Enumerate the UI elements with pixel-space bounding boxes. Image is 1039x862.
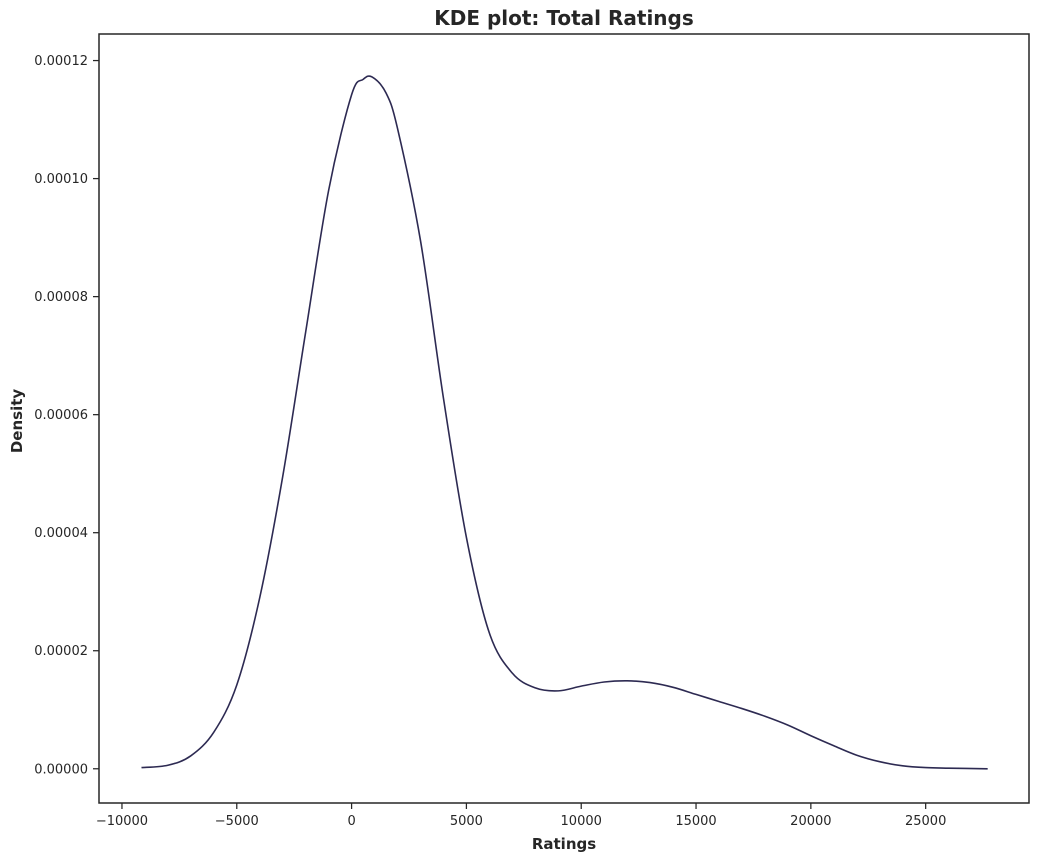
y-tick-label: 0.00000 xyxy=(34,762,88,777)
y-tick-label: 0.00010 xyxy=(34,172,88,187)
y-tick-label: 0.00008 xyxy=(34,290,88,305)
y-tick-label: 0.00002 xyxy=(34,644,88,659)
x-tick-label: 25000 xyxy=(905,814,946,829)
x-tick-label: −10000 xyxy=(96,814,148,829)
y-axis-label: Density xyxy=(8,389,26,454)
x-tick-label: −5000 xyxy=(215,814,259,829)
x-tick-label: 10000 xyxy=(561,814,602,829)
y-tick-label: 0.00004 xyxy=(34,526,88,541)
x-axis: −10000 −5000 0 5000 10000 15000 20000 25000 xyxy=(96,803,946,829)
x-tick-label: 15000 xyxy=(675,814,716,829)
x-axis-label: Ratings xyxy=(532,835,596,853)
chart-title: KDE plot: Total Ratings xyxy=(434,6,694,30)
y-axis: 0.00000 0.00002 0.00004 0.00006 0.00008 0.000… xyxy=(34,54,99,777)
x-tick-label: 20000 xyxy=(790,814,831,829)
x-tick-label: 5000 xyxy=(450,814,483,829)
x-tick-label: 0 xyxy=(347,814,355,829)
y-tick-label: 0.00012 xyxy=(34,54,88,69)
kde-series-line xyxy=(141,75,988,770)
plot-frame xyxy=(98,33,1030,804)
y-tick-label: 0.00006 xyxy=(34,408,88,423)
